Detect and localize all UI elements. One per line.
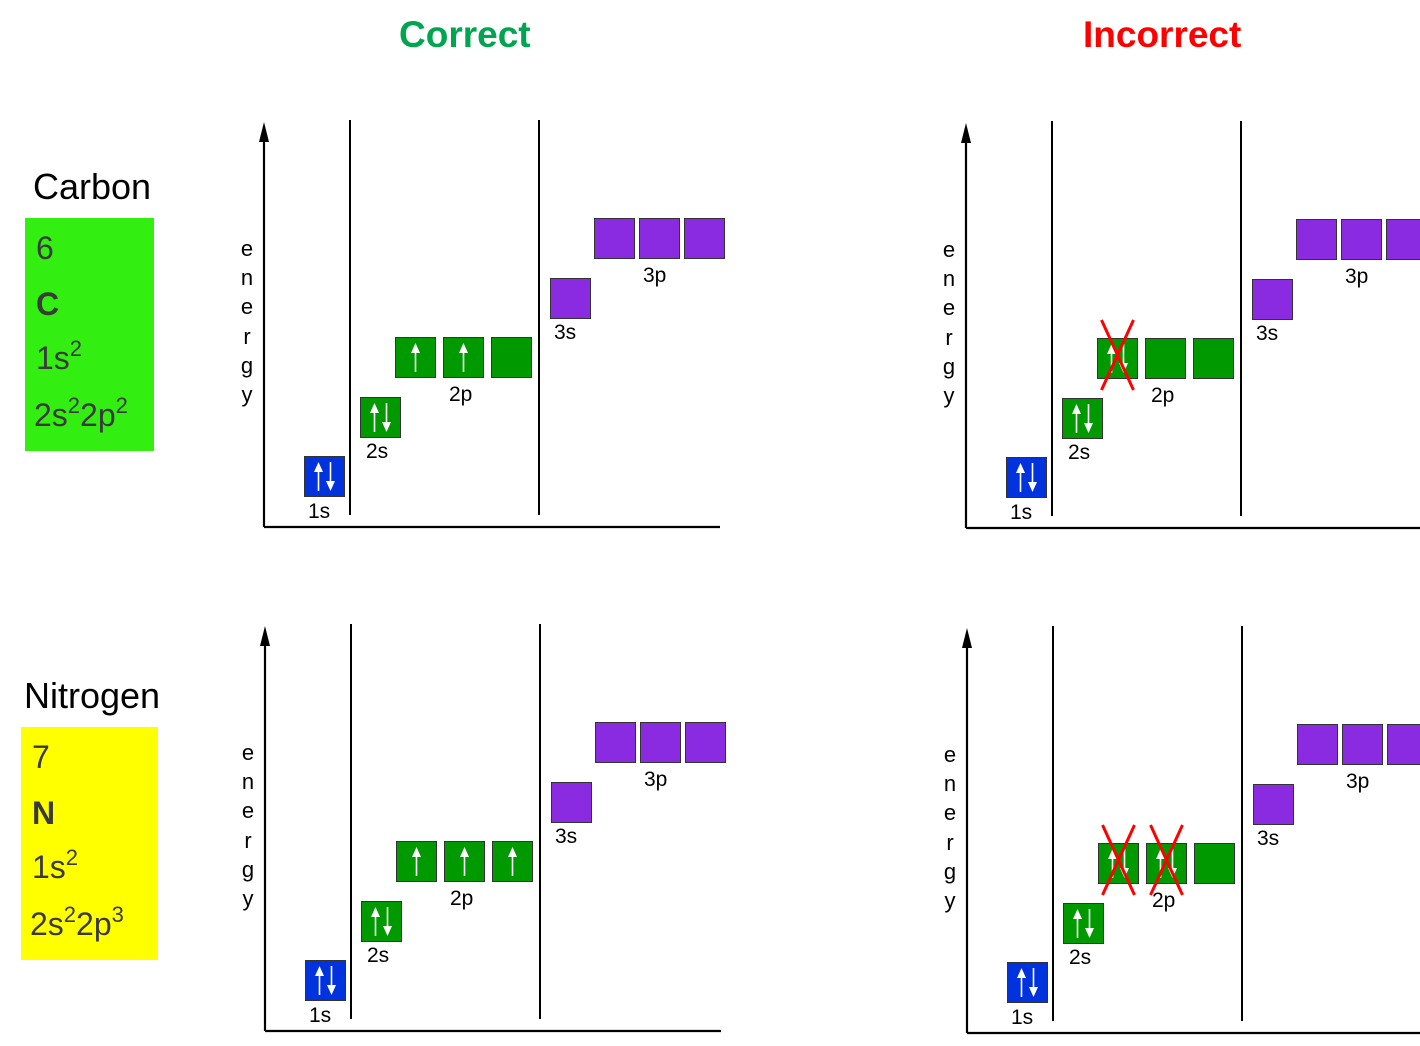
orbital-3s xyxy=(1254,785,1294,825)
sublevel-label-s3: 3s xyxy=(554,321,576,345)
axis-arrow-icon xyxy=(259,122,269,142)
orbital-2p xyxy=(1146,339,1186,379)
sublevel-label-p3: 3p xyxy=(643,264,666,288)
orbital-diagram-svg xyxy=(938,626,1420,1046)
orbital-2p xyxy=(493,842,533,882)
element-name-nitrogen: Nitrogen xyxy=(24,675,160,717)
element-symbol: N xyxy=(32,795,55,832)
orbital-3p xyxy=(1298,725,1338,765)
orbital-2p xyxy=(1195,844,1235,884)
orbital-3p xyxy=(641,723,681,763)
orbital-2p xyxy=(397,842,437,882)
configuration-valence: 2s22p3 xyxy=(30,906,124,943)
element-symbol: C xyxy=(36,286,59,323)
correct-heading: Correct xyxy=(399,14,531,56)
orbital-3p xyxy=(1297,220,1337,260)
configuration-core: 1s2 xyxy=(32,849,78,886)
orbital-3p xyxy=(1343,725,1383,765)
sublevel-label-s3: 3s xyxy=(555,825,577,849)
orbital-3s xyxy=(552,783,592,823)
orbital-1s xyxy=(306,961,346,1001)
configuration-core: 1s2 xyxy=(36,340,82,377)
sublevel-label-s1: 1s xyxy=(309,1004,331,1028)
element-name-carbon: Carbon xyxy=(33,166,151,208)
sublevel-label-s1: 1s xyxy=(308,500,330,524)
orbital-2p xyxy=(492,338,532,378)
configuration-valence: 2s22p2 xyxy=(34,397,128,434)
orbital-2s xyxy=(361,398,401,438)
sublevel-label-s1: 1s xyxy=(1011,1006,1033,1030)
sublevel-label-s2: 2s xyxy=(1068,441,1090,465)
axis-arrow-icon xyxy=(260,626,270,646)
orbital-1s xyxy=(305,457,345,497)
orbital-3p xyxy=(596,723,636,763)
axis-arrow-icon xyxy=(962,628,972,648)
orbital-3s xyxy=(1253,280,1293,320)
orbital-3p xyxy=(1342,220,1382,260)
orbital-1s xyxy=(1007,458,1047,498)
sublevel-label-p2: 2p xyxy=(1152,889,1175,913)
sublevel-label-p2: 2p xyxy=(450,887,473,911)
orbital-2p xyxy=(1194,339,1234,379)
orbital-2s xyxy=(1064,904,1104,944)
sublevel-label-p2: 2p xyxy=(1151,384,1174,408)
sublevel-label-s2: 2s xyxy=(366,440,388,464)
orbital-2p xyxy=(445,842,485,882)
element-card-nitrogen: 7 N 1s2 2s22p3 xyxy=(21,727,158,960)
orbital-2p xyxy=(396,338,436,378)
sublevel-label-s3: 3s xyxy=(1257,827,1279,851)
orbital-3p xyxy=(1388,725,1420,765)
sublevel-label-s1: 1s xyxy=(1010,501,1032,525)
sublevel-label-s3: 3s xyxy=(1256,322,1278,346)
atomic-number: 6 xyxy=(36,230,54,267)
orbital-diagram-svg xyxy=(235,120,721,540)
orbital-2s xyxy=(1063,399,1103,439)
orbital-3p xyxy=(1387,220,1420,260)
atomic-number: 7 xyxy=(32,739,50,776)
sublevel-label-p2: 2p xyxy=(449,383,472,407)
sublevel-label-p3: 3p xyxy=(1346,770,1369,794)
sublevel-label-s2: 2s xyxy=(367,944,389,968)
element-card-carbon: 6 C 1s2 2s22p2 xyxy=(25,218,154,451)
orbital-3p xyxy=(686,723,726,763)
orbital-diagram-svg xyxy=(937,121,1420,541)
sublevel-label-p3: 3p xyxy=(1345,265,1368,289)
orbital-3p xyxy=(685,219,725,259)
sublevel-label-s2: 2s xyxy=(1069,946,1091,970)
orbital-3p xyxy=(595,219,635,259)
incorrect-heading: Incorrect xyxy=(1083,14,1241,56)
axis-arrow-icon xyxy=(961,123,971,143)
sublevel-label-p3: 3p xyxy=(644,768,667,792)
orbital-3s xyxy=(551,279,591,319)
orbital-3p xyxy=(640,219,680,259)
orbital-diagram-svg xyxy=(236,624,722,1044)
orbital-2p xyxy=(444,338,484,378)
orbital-1s xyxy=(1008,963,1048,1003)
orbital-2s xyxy=(362,902,402,942)
